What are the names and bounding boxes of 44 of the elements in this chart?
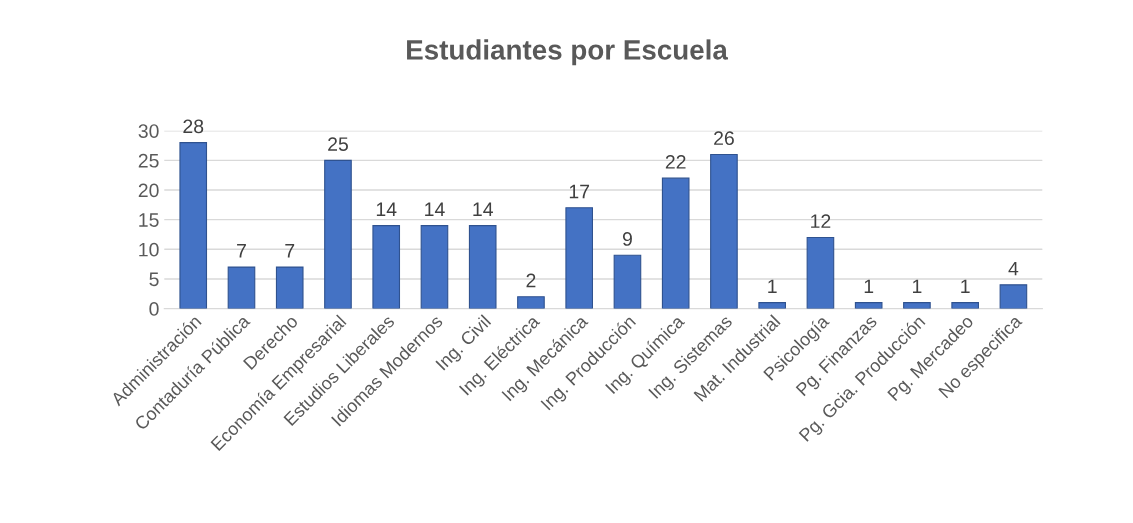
data-label: 2 [526,273,536,288]
data-label: 1 [961,279,970,294]
bar [275,266,304,309]
y-tick-label: 0 [149,302,159,316]
y-tick-label: 20 [138,183,159,198]
bar [806,236,835,309]
data-label: 25 [328,137,348,151]
data-label: 14 [425,202,445,216]
bar [613,254,642,309]
y-tick-label: 25 [138,153,159,168]
bar [854,302,883,309]
bar [951,302,979,309]
y-tick-label: 5 [149,272,159,287]
data-label: 7 [285,244,295,258]
data-label: 17 [569,184,590,199]
data-label: 26 [714,131,734,146]
bar [710,153,738,309]
data-label: 14 [376,202,397,216]
data-label: 7 [237,244,246,258]
data-label: 1 [768,279,777,294]
y-tick-label: 10 [139,242,159,257]
data-label: 28 [183,119,204,134]
bar [372,225,401,309]
data-label: 1 [864,279,874,294]
chart-title: Estudiantes por Escuela [407,39,728,66]
data-label: 9 [622,232,632,246]
bar [565,207,594,309]
bar [324,159,352,309]
bar [758,302,787,309]
data-label: 1 [913,279,922,294]
data-label: 4 [1008,261,1019,276]
data-label: 22 [665,155,686,169]
bar [227,266,256,309]
y-tick-label: 30 [138,124,159,138]
bar [517,296,545,309]
data-label: 12 [811,214,831,228]
bar [468,225,497,309]
bar [661,177,690,309]
bar [999,284,1028,309]
bar [903,302,931,309]
bar [420,225,449,309]
bar [179,142,208,309]
y-tick-label: 15 [139,213,159,227]
data-label: 14 [473,202,493,216]
